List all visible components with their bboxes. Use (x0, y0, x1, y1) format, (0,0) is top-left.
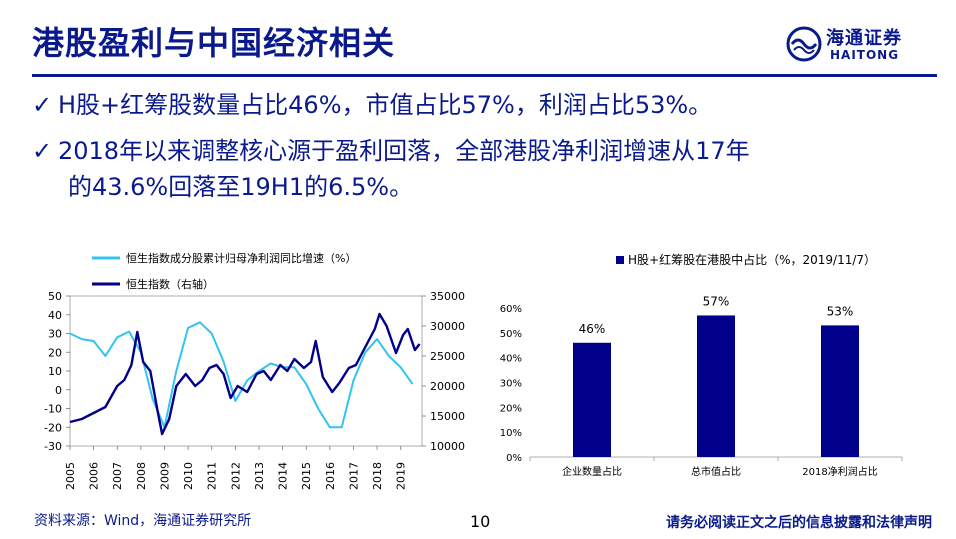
checkmark-icon: ✓ (32, 91, 53, 119)
bar-data-label: 57% (703, 294, 730, 308)
left-tick-label: -20 (44, 421, 62, 434)
bar-y-tick-label: 20% (500, 403, 522, 414)
bar-chart: H股+红筹股在港股中占比（%，2019/11/7） 60% 50% 40% 30% 20… (500, 252, 903, 478)
bullet-2: ✓ 2018年以来调整核心源于盈利回落，全部港股净利润增速从17年 (32, 134, 750, 168)
bar (821, 325, 859, 457)
right-tick-label: 10000 (430, 440, 465, 453)
bar-legend-swatch (616, 256, 624, 264)
x-tick-label: 2019 (395, 462, 408, 490)
logo-en-text: HAITONG (830, 48, 900, 62)
left-tick-label: 40 (48, 309, 62, 322)
x-tick-label: 2007 (111, 462, 124, 490)
x-tick-label: 2012 (229, 462, 242, 490)
x-tick-label: 2010 (182, 462, 195, 490)
bar-category-label: 企业数量占比 (562, 465, 622, 478)
x-tick-label: 2006 (88, 462, 101, 490)
x-tick-label: 2018 (371, 462, 384, 490)
bar-y-tick-label: 40% (500, 354, 522, 365)
source-note: 资料来源：Wind，海通证券研究所 (34, 513, 252, 529)
bar-y-tick-label: 50% (500, 329, 522, 340)
bar-y-tick-label: 30% (500, 379, 522, 390)
line-chart-container: 恒生指数成分股累计归母净利润同比增速（%） 恒生指数（右轴） 50 40 30 20 1… (30, 240, 470, 490)
x-tick-label: 2017 (347, 462, 360, 490)
line-chart: 恒生指数成分股累计归母净利润同比增速（%） 恒生指数（右轴） 504030201… (44, 251, 465, 490)
disclaimer-link[interactable]: 请务必阅读正文之后的信息披露和法律声明 (666, 515, 932, 531)
bar-category-label: 总市值占比 (691, 465, 741, 478)
right-tick-label: 20000 (430, 380, 465, 393)
bar-category-label: 2018净利润占比 (802, 465, 877, 478)
bullet-2-continuation: 的43.6%回落至19H1的6.5%。 (68, 173, 414, 201)
right-tick-label: 25000 (430, 350, 465, 363)
right-tick-label: 15000 (430, 410, 465, 423)
x-tick-label: 2014 (277, 462, 290, 490)
line-series (69, 312, 421, 436)
left-tick-label: 0 (55, 384, 62, 397)
x-tick-label: 2009 (158, 462, 171, 490)
bullet-1: ✓ H股+红筹股数量占比46%，市值占比57%，利润占比53%。 (32, 88, 712, 122)
left-tick-label: -30 (44, 440, 62, 453)
bar (697, 315, 735, 457)
left-tick-label: 30 (48, 328, 62, 341)
x-tick-label: 2015 (300, 462, 313, 490)
bar-y-tick-label: 0% (506, 453, 522, 464)
x-tick-label: 2011 (206, 462, 219, 490)
bar-chart-container: H股+红筹股在港股中占比（%，2019/11/7） 60% 50% 40% 30% 20… (490, 244, 930, 494)
logo-emblem-icon (786, 26, 822, 62)
right-tick-label: 35000 (430, 290, 465, 303)
x-tick-label: 2008 (135, 462, 148, 490)
left-tick-label: 50 (48, 290, 62, 303)
logo-cn-text: 海通证券 (826, 28, 902, 49)
page-number: 10 (470, 512, 491, 531)
bar-y-tick-label: 10% (500, 428, 522, 439)
haitong-logo: 海通证券 HAITONG (786, 22, 936, 70)
legend-label-profit-growth: 恒生指数成分股累计归母净利润同比增速（%） (126, 251, 356, 265)
checkmark-icon: ✓ (32, 137, 53, 165)
hsi-line (69, 312, 421, 436)
right-tick-label: 30000 (430, 320, 465, 333)
plot-frame (69, 295, 423, 447)
bullet-2-text: 2018年以来调整核心源于盈利回落，全部港股净利润增速从17年 (58, 137, 750, 165)
line-axes: 50403020100-10-20-3035000300002500020000… (44, 290, 465, 490)
bar-chart-title: H股+红筹股在港股中占比（%，2019/11/7） (628, 252, 876, 267)
x-tick-label: 2016 (324, 462, 337, 490)
x-tick-label: 2013 (253, 462, 266, 490)
left-tick-label: 20 (48, 346, 62, 359)
x-tick-label: 2005 (64, 462, 77, 490)
bar-series: 46% 57% 53% (573, 294, 859, 457)
bar-data-label: 53% (827, 304, 854, 318)
bar (573, 342, 611, 457)
line-legend: 恒生指数成分股累计归母净利润同比增速（%） 恒生指数（右轴） (92, 251, 356, 291)
legend-label-hsi: 恒生指数（右轴） (126, 277, 214, 291)
bar-y-tick-label: 60% (500, 304, 522, 315)
bullet-1-text: H股+红筹股数量占比46%，市值占比57%，利润占比53%。 (58, 91, 713, 119)
bar-data-label: 46% (579, 322, 606, 336)
title-divider (32, 74, 937, 77)
left-tick-label: 10 (48, 365, 62, 378)
page-title: 港股盈利与中国经济相关 (32, 24, 396, 62)
profit-growth-line (69, 321, 414, 429)
left-tick-label: -10 (44, 403, 62, 416)
